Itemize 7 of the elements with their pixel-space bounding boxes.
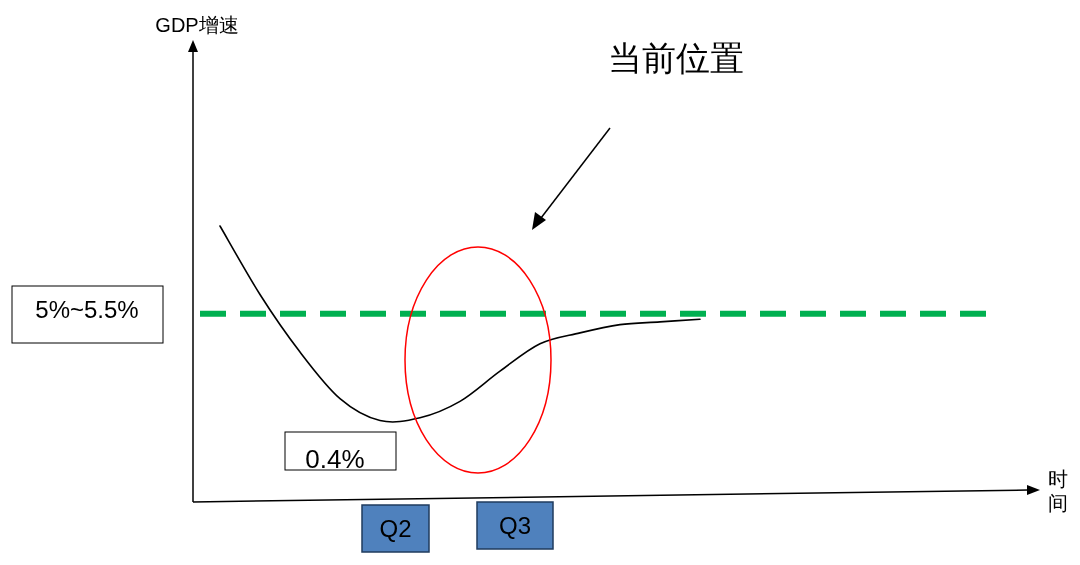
text: 时间 — [1048, 468, 1068, 514]
text: Q2 — [379, 515, 412, 542]
text: GDP增速 — [155, 14, 239, 36]
text: 5%~5.5% — [35, 296, 139, 323]
text: Q3 — [498, 512, 532, 539]
annotation: 0.4% — [305, 444, 365, 474]
text: 当前位置 — [608, 39, 744, 77]
